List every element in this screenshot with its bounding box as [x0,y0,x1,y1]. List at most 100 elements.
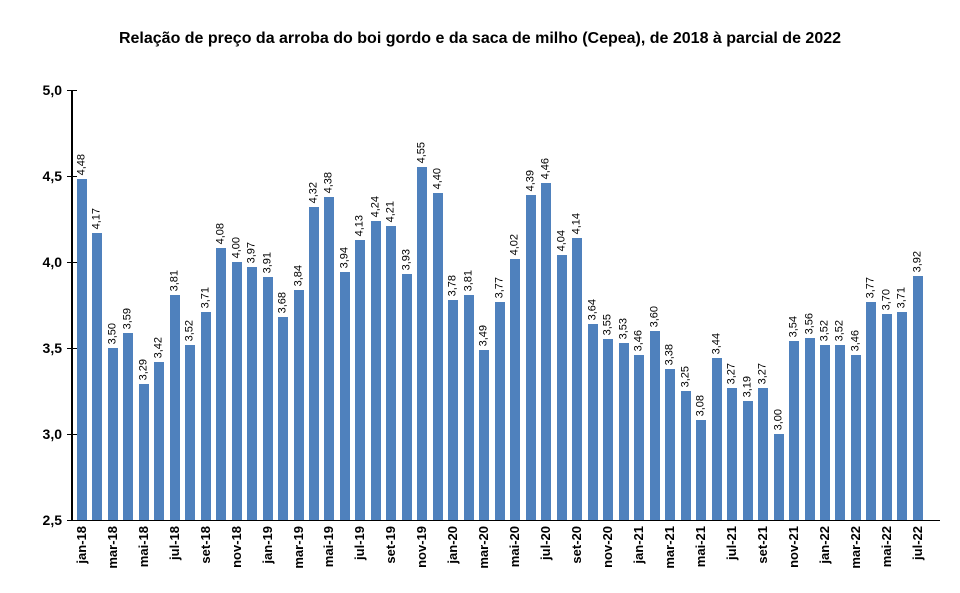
bar-value-label: 4,13 [353,214,366,236]
bar-slot: 3,52 [833,90,848,520]
x-tick-label: mai-19 [321,526,337,568]
bar-slot: 3,64 [585,90,600,520]
y-axis-line [71,90,73,521]
x-label-slot: jul-18 [166,524,182,590]
x-tick-label: set-21 [754,526,770,564]
x-label-slot: jan-20 [445,524,461,590]
bar-value-label: 3,46 [632,329,645,351]
x-label-slot: jul-20 [538,524,554,590]
bar-slot: 3,71 [198,90,213,520]
x-label-slot: set-20 [569,524,585,590]
bar-value-label: 4,17 [90,207,103,229]
x-label-slot: jan-21 [631,524,646,590]
bar-jul-21 [727,388,738,520]
x-label-slot [89,524,104,590]
bar-slot: 3,55 [600,90,615,520]
bar-slot: 3,00 [771,90,786,520]
bar-slot: 3,91 [260,90,275,520]
x-tick-label: jul-22 [909,526,925,560]
x-tick-label: jan-22 [816,526,832,564]
x-label-slot [523,524,538,590]
bar-set-18 [200,312,211,520]
bar-value-label: 3,56 [803,312,815,334]
bar-jun-19 [339,272,350,520]
bar-value-label: 4,32 [307,181,320,203]
x-label-slot [182,524,197,590]
bar-value-label: 3,81 [168,269,181,291]
bar-value-label: 3,52 [818,319,831,341]
y-tick-label: 2,5 [42,512,62,528]
bar-value-label: 3,78 [446,274,459,296]
x-label-slot [678,524,693,590]
x-label-slot [802,524,817,590]
bar-out-21 [773,434,784,520]
bar-value-label: 3,25 [679,365,692,387]
bar-set-19 [386,226,397,520]
bar-value-label: 4,04 [555,229,568,251]
bar-jan-19 [262,277,273,520]
bar-slot: 4,55 [415,90,430,520]
bar-nov-20 [603,339,614,520]
x-label-slot [833,524,848,590]
bar-ago-19 [370,221,381,520]
x-label-slot [461,524,476,590]
chart-title: Relação de preço da arroba do boi gordo … [118,30,842,47]
x-label-slot: nov-19 [414,524,430,590]
bar-slot: 3,59 [120,90,135,520]
bar-dez-19 [432,193,443,520]
x-label-slot [244,524,259,590]
bar-jul-18 [169,295,180,520]
bar-mar-18 [107,348,118,520]
bar-dez-18 [247,267,258,520]
bar-value-label: 4,21 [384,200,397,222]
x-label-slot: mai-19 [321,524,337,590]
x-label-slot: nov-21 [786,524,801,590]
x-label-slot [492,524,507,590]
bar-value-label: 4,38 [322,171,335,193]
x-tick-label: jul-18 [166,526,182,560]
bar-slot: 3,19 [740,90,755,520]
bar-slot: 4,21 [384,90,399,520]
bar-value-label: 4,08 [214,222,227,244]
x-tick-label: jul-20 [538,526,554,560]
bar-slot: 4,24 [368,90,383,520]
bar-slot: 3,46 [631,90,646,520]
bar-value-label: 4,46 [539,157,552,179]
bar-slot: 3,29 [136,90,151,520]
x-tick-label: mar-18 [104,526,120,569]
bar-slot: 4,17 [89,90,104,520]
x-label-slot: set-18 [197,524,213,590]
bar-slot: 3,46 [848,90,863,520]
bar-fev-21 [649,331,660,520]
x-tick-label: set-18 [197,526,213,564]
bar-value-label: 4,39 [524,169,537,191]
bar-nov-18 [231,262,242,520]
x-label-slot: set-19 [383,524,399,590]
bar-slot: 4,38 [322,90,337,520]
x-label-slot [275,524,290,590]
x-tick-label: nov-20 [600,526,616,568]
bar-jul-19 [355,240,366,520]
bar-slot: 3,60 [647,90,662,520]
bar-abr-22 [866,302,877,520]
bar-value-label: 3,77 [493,276,506,298]
bar-slot: 3,84 [291,90,306,520]
x-label-slot: mai-20 [507,524,523,590]
bar-value-label: 3,29 [137,358,150,380]
x-label-slot: mai-21 [693,524,708,590]
x-tick-label: jan-20 [445,526,461,564]
bar-slot: 3,94 [337,90,352,520]
x-label-slot: jul-19 [352,524,368,590]
x-tick-label: jul-19 [352,526,368,560]
bar-slot: 3,81 [461,90,476,520]
bar-out-19 [401,274,412,520]
bar-mar-21 [665,369,676,520]
x-label-slot: mar-22 [848,524,863,590]
bar-slot: 3,81 [167,90,182,520]
x-label-slot [864,524,879,590]
y-tick-label: 5,0 [42,82,62,98]
plot-area: 4,48 4,17 3,50 3,59 3,29 3,42 3,81 3,52 3,71 4,08… [74,90,926,520]
x-label-slot: jan-19 [259,524,275,590]
bar-nov-19 [417,167,428,520]
